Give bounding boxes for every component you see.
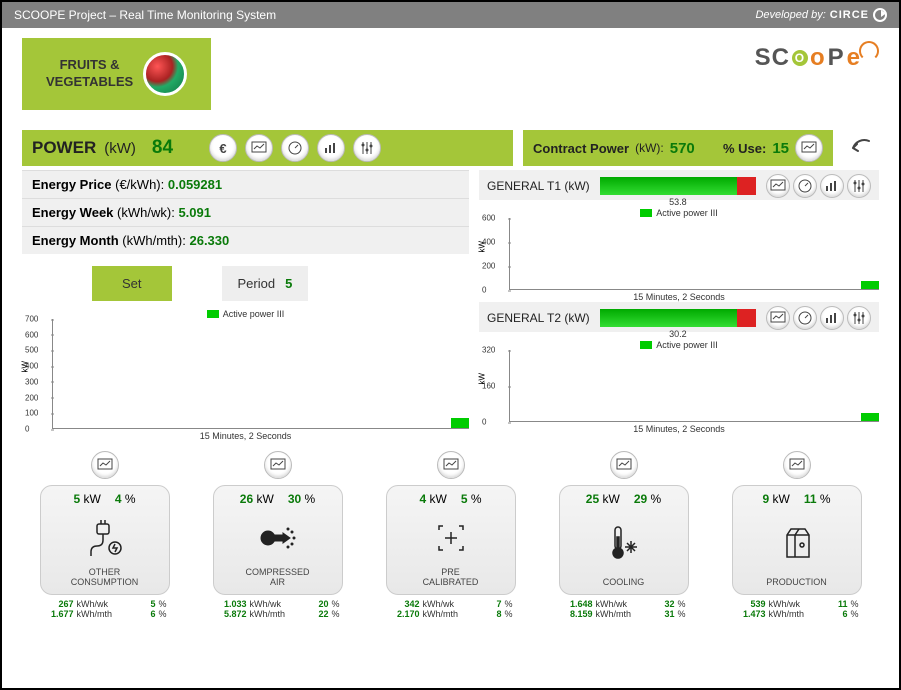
transformer-2-chart: Active power III 0160320kW 15 Minutes, 2… xyxy=(479,340,879,434)
equipment-box[interactable]: 26 kW30 % COMPRESSED AIR xyxy=(213,485,343,595)
transformer-1-chart: Active power III 0200400600kW 15 Minutes… xyxy=(479,208,879,302)
carton-icon xyxy=(777,508,817,578)
category-tab[interactable]: FRUITS & VEGETABLES xyxy=(22,38,211,110)
euro-button[interactable]: € xyxy=(209,134,237,162)
transformer-bar: 53.8 xyxy=(600,177,756,195)
category-icon xyxy=(143,52,187,96)
equipment-card: 25 kW29 % COOLING 1.648kWh/wk32% 8.159kW… xyxy=(549,451,699,619)
gauge-icon[interactable] xyxy=(281,134,309,162)
equipment-box[interactable]: 5 kW4 % OTHER CONSUMPTION xyxy=(40,485,170,595)
set-button[interactable]: Set xyxy=(92,266,172,301)
right-column: GENERAL T1 (kW) 53.8 Active power III 02… xyxy=(479,170,879,441)
mid-row: Energy Price (€/kWh): 0.059281 Energy We… xyxy=(22,170,879,441)
app-title: SCOOPE Project – Real Time Monitoring Sy… xyxy=(14,2,276,28)
logo-swirl-icon xyxy=(859,41,879,61)
gauge-icon[interactable] xyxy=(793,306,817,330)
equipment-card: 5 kW4 % OTHER CONSUMPTION 267kWh/wk5% 1.… xyxy=(30,451,180,619)
equipment-row: 5 kW4 % OTHER CONSUMPTION 267kWh/wk5% 1.… xyxy=(22,451,879,619)
stat-week: Energy Week (kWh/wk): 5.091 xyxy=(22,198,469,226)
chart-icon[interactable] xyxy=(766,174,790,198)
sliders-icon[interactable] xyxy=(847,174,871,198)
target-icon xyxy=(431,508,471,568)
legend-swatch xyxy=(207,310,219,318)
chart-icon[interactable] xyxy=(91,451,119,479)
developed-by: Developed by: CIRCE xyxy=(755,2,887,28)
chart-icon[interactable] xyxy=(610,451,638,479)
left-column: Energy Price (€/kWh): 0.059281 Energy We… xyxy=(22,170,469,441)
spray-icon xyxy=(258,508,298,568)
transformer-2: GENERAL T2 (kW) 30.2 xyxy=(479,302,879,332)
brand-icon xyxy=(873,8,887,22)
chart-icon[interactable] xyxy=(437,451,465,479)
thermo-icon xyxy=(604,508,644,578)
equipment-box[interactable]: 4 kW5 % PRE CALIBRATED xyxy=(386,485,516,595)
gauge-icon[interactable] xyxy=(793,174,817,198)
plug-icon xyxy=(85,508,125,568)
bars-icon[interactable] xyxy=(317,134,345,162)
logo: SCOoPe xyxy=(755,38,879,72)
chart-icon[interactable] xyxy=(264,451,292,479)
bars-icon[interactable] xyxy=(820,174,844,198)
power-bar: POWER (kW) 84 € xyxy=(22,130,513,166)
stat-month: Energy Month (kWh/mth): 26.330 xyxy=(22,226,469,254)
header: FRUITS & VEGETABLES SCOoPe xyxy=(2,28,899,130)
sliders-icon[interactable] xyxy=(847,306,871,330)
stat-price: Energy Price (€/kWh): 0.059281 xyxy=(22,170,469,198)
back-button[interactable] xyxy=(843,130,879,166)
power-label: POWER xyxy=(32,138,96,158)
equipment-box[interactable]: 9 kW11 % PRODUCTION xyxy=(732,485,862,595)
equipment-card: 9 kW11 % PRODUCTION 539kWh/wk11% 1.473kW… xyxy=(722,451,872,619)
top-row: POWER (kW) 84 € Contract Power (kW): 570… xyxy=(22,130,879,166)
equipment-box[interactable]: 25 kW29 % COOLING xyxy=(559,485,689,595)
chart-icon[interactable] xyxy=(783,451,811,479)
use-value: 15 xyxy=(772,140,789,157)
transformer-bar: 30.2 xyxy=(600,309,756,327)
sliders-icon[interactable] xyxy=(353,134,381,162)
contract-bar: Contract Power (kW): 570 % Use: 15 xyxy=(523,130,833,166)
category-label: FRUITS & VEGETABLES xyxy=(46,57,133,91)
topbar: SCOOPE Project – Real Time Monitoring Sy… xyxy=(2,2,899,28)
chart-icon[interactable] xyxy=(766,306,790,330)
equipment-card: 26 kW30 % COMPRESSED AIR 1.033kWh/wk20% … xyxy=(203,451,353,619)
chart-icon[interactable] xyxy=(245,134,273,162)
power-value: 84 xyxy=(152,137,173,159)
period-button[interactable]: Period5 xyxy=(222,266,309,301)
contract-value: 570 xyxy=(670,140,695,157)
main-chart: Active power III 0100200300400500600700k… xyxy=(22,309,469,441)
transformer-1: GENERAL T1 (kW) 53.8 xyxy=(479,170,879,200)
use-chart-icon[interactable] xyxy=(795,134,823,162)
bars-icon[interactable] xyxy=(820,306,844,330)
equipment-card: 4 kW5 % PRE CALIBRATED 342kWh/wk7% 2.170… xyxy=(376,451,526,619)
